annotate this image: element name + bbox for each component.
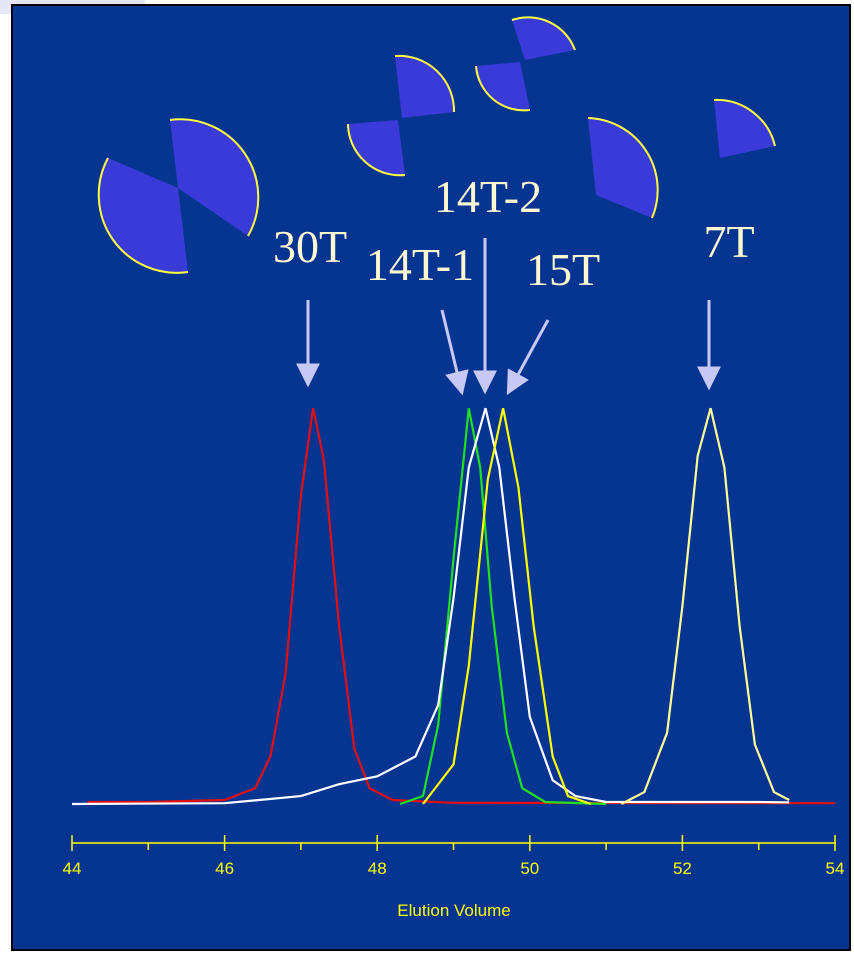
x-axis-label: Elution Volume [397, 901, 510, 920]
series-line [422, 407, 592, 806]
series-line [620, 407, 790, 805]
x-tick-label: 52 [673, 859, 692, 878]
x-tick-label: 44 [63, 859, 82, 878]
peak-label: 30T [273, 221, 347, 272]
peak-label: 14T-2 [434, 171, 542, 222]
peak-label: 7T [703, 216, 754, 267]
series-line [87, 407, 836, 805]
x-tick-label: 50 [520, 859, 539, 878]
peak-label: 15T [526, 244, 600, 295]
series-line [71, 407, 790, 806]
x-tick-label: 48 [368, 859, 387, 878]
peak-label: 14T-1 [366, 239, 474, 290]
molecule-icons [97, 16, 776, 274]
x-tick-label: 54 [826, 859, 845, 878]
series-line [399, 407, 607, 806]
peak-arrow [440, 309, 469, 396]
peak-arrow [506, 319, 550, 396]
x-tick-label: 46 [215, 859, 234, 878]
